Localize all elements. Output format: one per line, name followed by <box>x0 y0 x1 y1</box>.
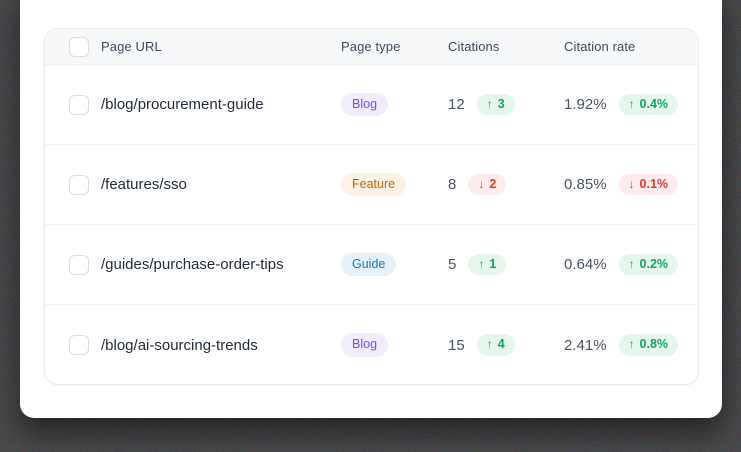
page-url: /blog/procurement-guide <box>101 96 264 113</box>
citation-rate-delta: 0.1% <box>639 176 669 191</box>
select-all-checkbox[interactable] <box>69 36 89 57</box>
page-type-badge: Guide <box>341 252 397 277</box>
page-type-badge: Blog <box>341 92 389 117</box>
arrow-up-icon: ↑ <box>628 96 635 111</box>
row-checkbox[interactable] <box>69 174 89 195</box>
arrow-up-icon: ↑ <box>486 337 493 352</box>
arrow-down-icon: ↓ <box>628 176 635 191</box>
column-header-page-url: Page URL <box>101 39 162 54</box>
citations-delta: 1 <box>489 256 497 271</box>
citation-rate-value: 1.92% <box>564 96 607 113</box>
citation-rate-value: 0.85% <box>564 176 607 193</box>
citation-rate-trend-pill: ↑ 0.4% <box>618 93 679 116</box>
panel: Page URL Page type Citations Citation ra… <box>20 0 722 418</box>
citation-rate-value: 2.41% <box>564 336 607 354</box>
citations-trend-pill: ↑ 1 <box>468 253 507 276</box>
citations-value: 8 <box>448 176 457 193</box>
page-url: /features/sso <box>101 176 187 193</box>
citations-trend-pill: ↓ 2 <box>468 173 507 196</box>
citations-delta: 4 <box>497 337 505 352</box>
column-header-citation-rate: Citation rate <box>564 39 636 54</box>
citation-rate-delta: 0.8% <box>639 337 669 352</box>
table-row: /blog/ai-sourcing-trends Blog 15 ↑ 4 2.4… <box>45 305 698 384</box>
page-type-badge: Feature <box>341 172 407 197</box>
arrow-up-icon: ↑ <box>628 337 635 352</box>
citations-trend-pill: ↑ 3 <box>476 93 515 116</box>
arrow-up-icon: ↑ <box>478 256 485 271</box>
citation-rate-delta: 0.4% <box>639 96 669 111</box>
citation-rate-trend-pill: ↑ 0.2% <box>618 253 679 276</box>
table-header-row: Page URL Page type Citations Citation ra… <box>45 29 698 65</box>
arrow-up-icon: ↑ <box>628 256 635 271</box>
header-checkbox-cell <box>45 36 101 57</box>
arrow-down-icon: ↓ <box>478 176 485 191</box>
citations-value: 5 <box>448 256 457 273</box>
table-row: /guides/purchase-order-tips Guide 5 ↑ 1 … <box>45 225 698 305</box>
page-type-badge: Blog <box>341 333 389 357</box>
page-url: /guides/purchase-order-tips <box>101 256 284 273</box>
row-checkbox[interactable] <box>69 335 89 355</box>
citations-delta: 3 <box>497 96 505 111</box>
citation-rate-trend-pill: ↑ 0.8% <box>618 334 679 356</box>
table-row: /blog/procurement-guide Blog 12 ↑ 3 1.92… <box>45 65 698 145</box>
citation-rate-trend-pill: ↓ 0.1% <box>618 173 679 196</box>
row-checkbox[interactable] <box>69 94 89 115</box>
citations-trend-pill: ↑ 4 <box>476 334 515 356</box>
citations-delta: 2 <box>489 176 497 191</box>
row-checkbox[interactable] <box>69 254 89 275</box>
citations-value: 12 <box>448 96 465 113</box>
citations-value: 15 <box>448 336 465 354</box>
column-header-citations: Citations <box>448 39 500 54</box>
citation-rate-value: 0.64% <box>564 256 607 273</box>
citations-table: Page URL Page type Citations Citation ra… <box>44 28 699 385</box>
column-header-page-type: Page type <box>341 39 401 54</box>
page-url: /blog/ai-sourcing-trends <box>101 336 258 354</box>
table-row: /features/sso Feature 8 ↓ 2 0.85% ↓ 0.1% <box>45 145 698 225</box>
citation-rate-delta: 0.2% <box>639 256 669 271</box>
arrow-up-icon: ↑ <box>486 96 493 111</box>
